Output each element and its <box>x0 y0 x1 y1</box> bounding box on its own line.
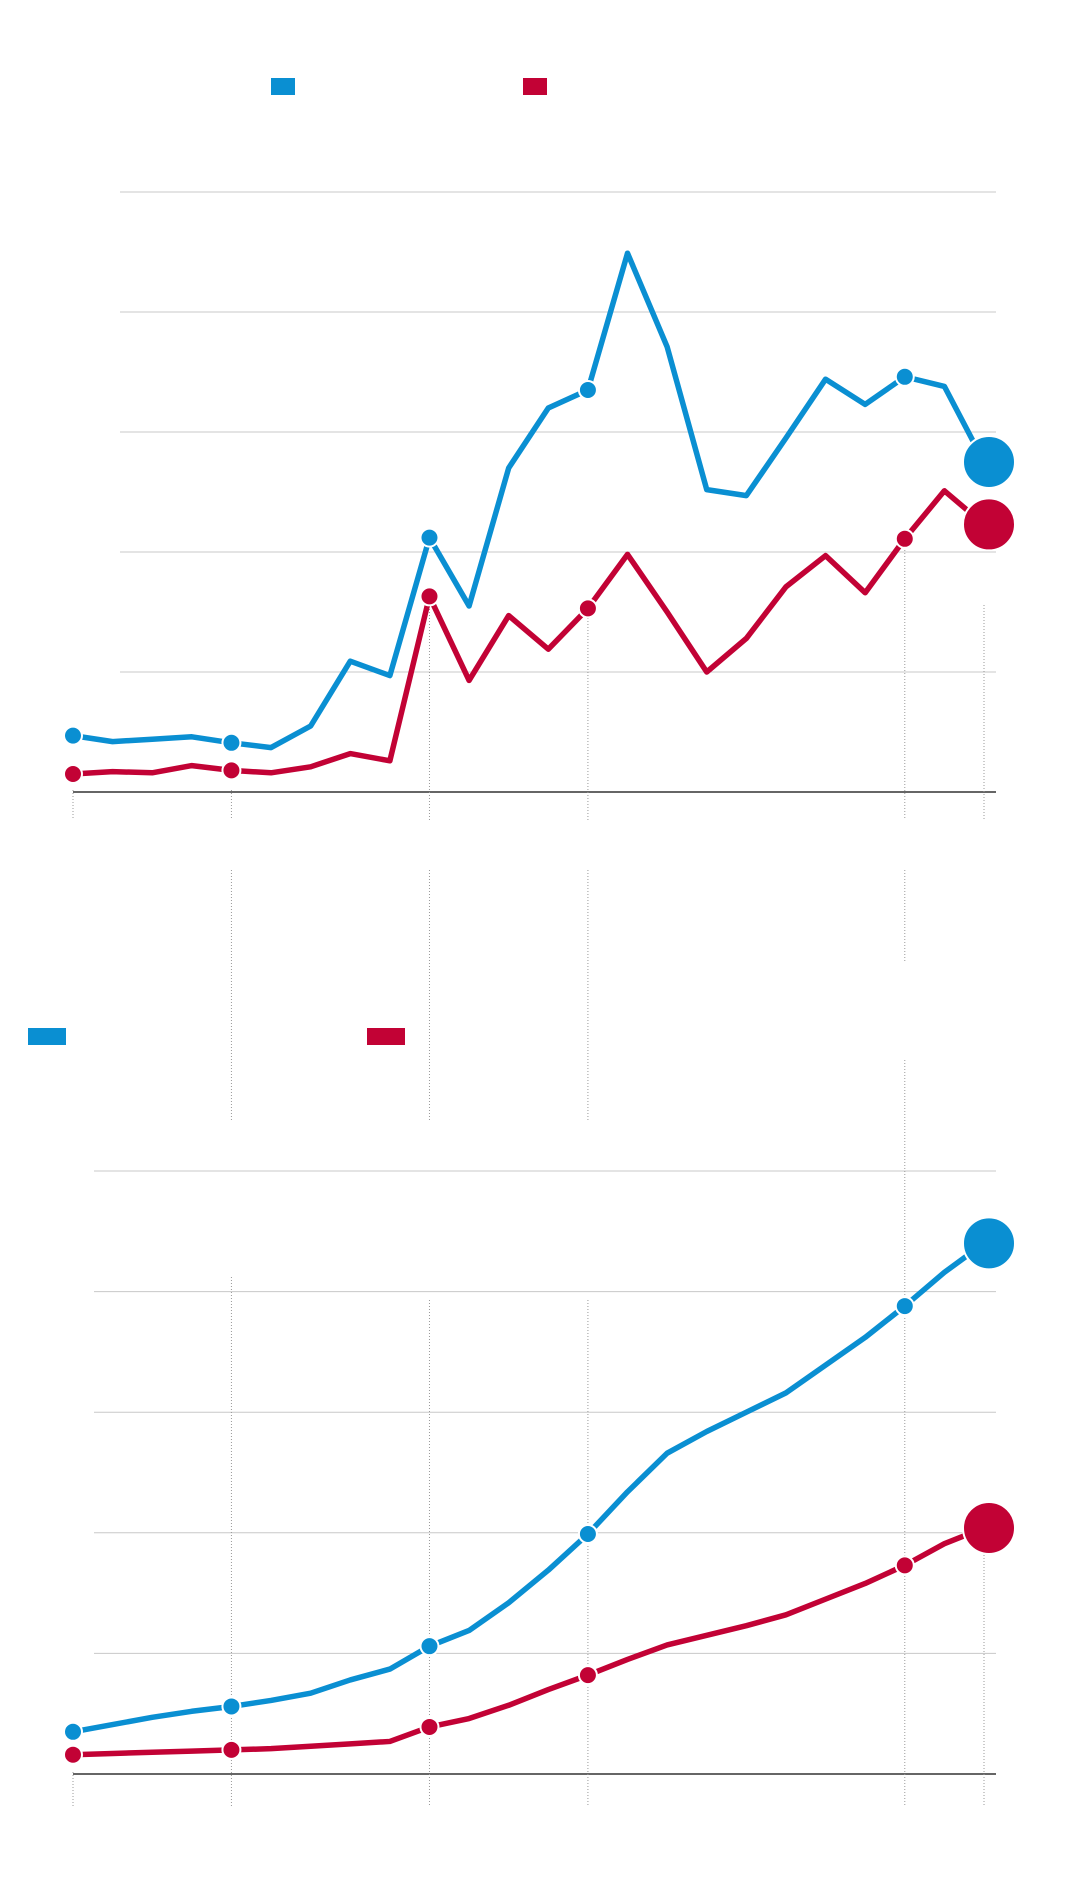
point <box>221 1739 242 1760</box>
point <box>221 1696 242 1717</box>
line <box>72 488 986 777</box>
point <box>577 380 598 400</box>
point <box>419 586 440 607</box>
legend-swatch <box>523 78 547 95</box>
point <box>221 732 242 753</box>
line <box>72 1525 986 1758</box>
legend-swatch <box>28 1028 66 1045</box>
line <box>72 1241 986 1735</box>
point <box>894 1296 915 1317</box>
point <box>894 1555 915 1576</box>
end-point <box>962 497 1016 552</box>
point <box>63 725 83 746</box>
point <box>221 760 242 781</box>
point <box>894 366 915 387</box>
point <box>63 1744 83 1765</box>
point <box>63 1721 83 1742</box>
point <box>419 1716 440 1737</box>
legend-swatch <box>367 1028 405 1045</box>
point <box>419 1636 440 1657</box>
end-point <box>962 1216 1016 1271</box>
point <box>577 598 598 619</box>
point <box>419 527 440 548</box>
end-point <box>962 1500 1016 1555</box>
end-point <box>962 435 1016 489</box>
point <box>894 528 915 549</box>
point <box>577 1665 598 1686</box>
line <box>72 250 987 751</box>
point <box>63 764 83 784</box>
point <box>577 1524 598 1545</box>
legend-swatch <box>271 78 295 95</box>
